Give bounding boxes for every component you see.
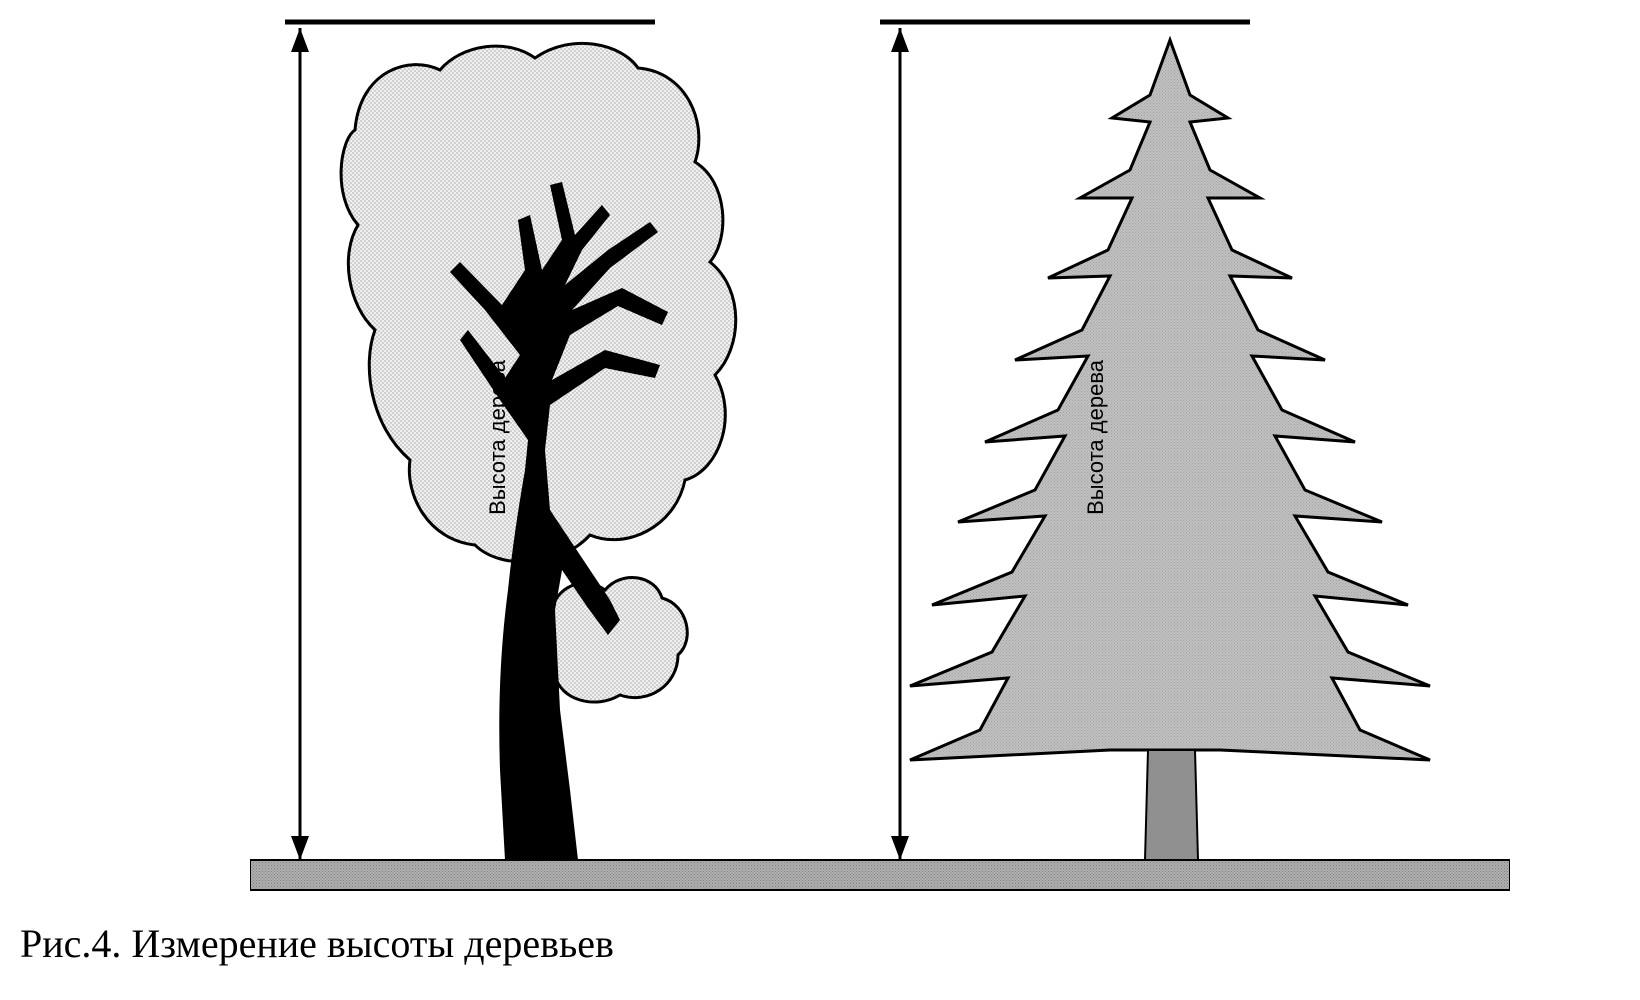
height-label-right: Высота дерева xyxy=(1083,360,1109,515)
height-label-left: Высота дерева xyxy=(485,360,511,515)
figure-container: Высота дерева Высота дерева xyxy=(250,10,1510,900)
tree-diagram xyxy=(250,10,1510,900)
figure-caption: Рис.4. Измерение высоты деревьев xyxy=(20,920,614,967)
